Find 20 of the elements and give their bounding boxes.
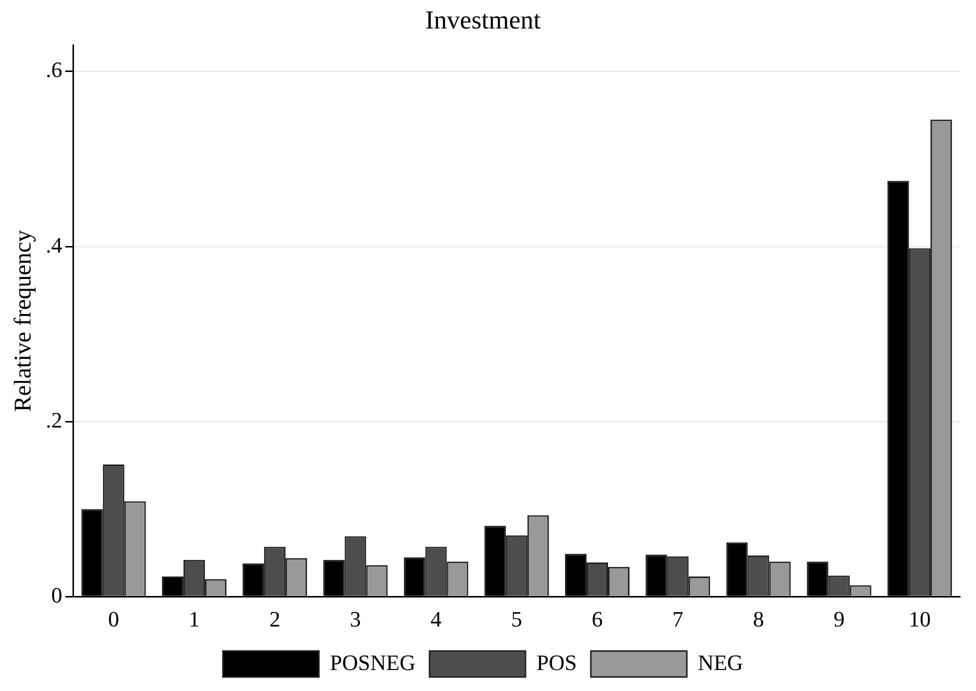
x-tick-label: 0 bbox=[108, 606, 120, 632]
y-tick-label: .6 bbox=[46, 57, 62, 82]
x-tick-label: 10 bbox=[908, 606, 931, 632]
legend-label: NEG bbox=[698, 650, 744, 675]
x-tick-label: 2 bbox=[269, 606, 280, 632]
y-axis-title: Relative frequency bbox=[10, 230, 37, 412]
legend-label: POS bbox=[536, 650, 577, 675]
x-tick-label: 3 bbox=[350, 606, 361, 632]
y-tick-label: .4 bbox=[46, 232, 62, 258]
y-tick-label: .2 bbox=[46, 407, 62, 432]
x-tick-label: 1 bbox=[188, 606, 200, 632]
x-tick-label: 5 bbox=[511, 606, 522, 632]
legend-label: POSNEG bbox=[330, 650, 416, 675]
y-tick-label: 0 bbox=[51, 582, 62, 608]
x-tick-label: 9 bbox=[834, 606, 845, 632]
chart-title: Investment bbox=[425, 5, 542, 34]
x-tick-label: 6 bbox=[592, 606, 603, 632]
x-tick-label: 8 bbox=[752, 606, 764, 632]
x-tick-label: 7 bbox=[672, 606, 684, 632]
x-tick-label: 4 bbox=[430, 606, 442, 632]
